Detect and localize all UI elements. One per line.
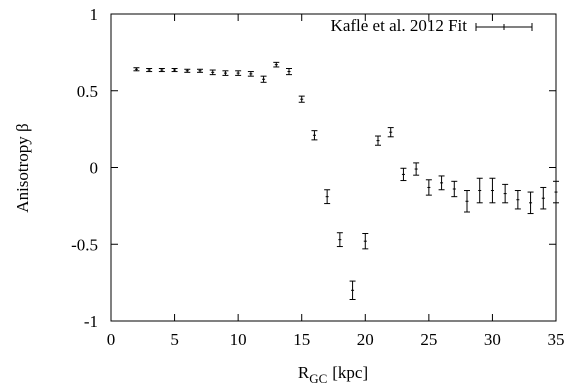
y-tick-label: 0 <box>90 159 99 178</box>
data-point <box>425 179 432 196</box>
data-point <box>324 189 331 205</box>
data-point <box>286 67 292 76</box>
data-point <box>247 71 254 77</box>
data-point <box>158 67 165 73</box>
data-point <box>553 180 559 204</box>
x-tick-label: 30 <box>484 330 501 349</box>
plot-border <box>110 13 557 322</box>
legend: Kafle et al. 2012 Fit <box>331 16 533 35</box>
data-point <box>451 180 458 198</box>
data-point <box>349 280 356 301</box>
data-point <box>400 167 407 182</box>
data-point <box>438 175 445 191</box>
x-axis-title: RGC [kpc] <box>298 363 368 385</box>
data-point <box>489 177 496 204</box>
series-errorbars <box>133 61 559 301</box>
data-point <box>527 191 534 215</box>
data-point <box>464 190 470 213</box>
x-tick-label: 15 <box>293 330 310 349</box>
data-point <box>413 162 420 176</box>
plot-frame <box>110 13 557 322</box>
data-point <box>133 67 140 72</box>
data-point <box>209 69 216 76</box>
x-axis-title-main: R <box>298 363 310 382</box>
y-tick-label: -1 <box>84 312 98 331</box>
data-point <box>540 186 547 210</box>
data-point <box>235 70 242 76</box>
data-series <box>133 61 559 301</box>
data-point <box>197 68 203 73</box>
data-point <box>375 135 381 146</box>
x-axis-title-subscript: GC <box>309 371 327 385</box>
data-point <box>273 61 280 68</box>
y-axis-title: Anisotropy β <box>13 123 32 212</box>
data-point <box>146 67 153 73</box>
x-tick-label: 5 <box>170 330 179 349</box>
x-tick-label: 25 <box>420 330 437 349</box>
data-point <box>260 75 267 83</box>
data-point <box>222 70 229 76</box>
x-tick-label: 35 <box>548 330 565 349</box>
data-point <box>514 190 521 210</box>
data-point <box>336 232 343 248</box>
data-point <box>476 177 483 204</box>
legend-errorbar-sample <box>475 23 533 31</box>
data-point <box>362 233 369 250</box>
x-tick-label: 10 <box>230 330 247 349</box>
data-point <box>298 95 305 103</box>
y-tick-label: -0.5 <box>71 235 98 254</box>
y-axis-ticks: -1 -0.5 0 0.5 1 <box>71 5 556 331</box>
legend-label: Kafle et al. 2012 Fit <box>331 16 468 35</box>
data-point <box>184 68 191 73</box>
x-axis-ticks: 0 5 10 15 20 25 30 35 <box>107 14 565 349</box>
data-point <box>387 127 394 138</box>
data-point <box>502 183 509 204</box>
x-axis-title-unit: [kpc] <box>332 363 368 382</box>
y-tick-label: 0.5 <box>77 82 98 101</box>
data-point <box>171 67 178 73</box>
y-tick-label: 1 <box>90 5 99 24</box>
x-tick-label: 20 <box>357 330 374 349</box>
x-tick-label: 0 <box>107 330 116 349</box>
data-point <box>311 130 318 141</box>
